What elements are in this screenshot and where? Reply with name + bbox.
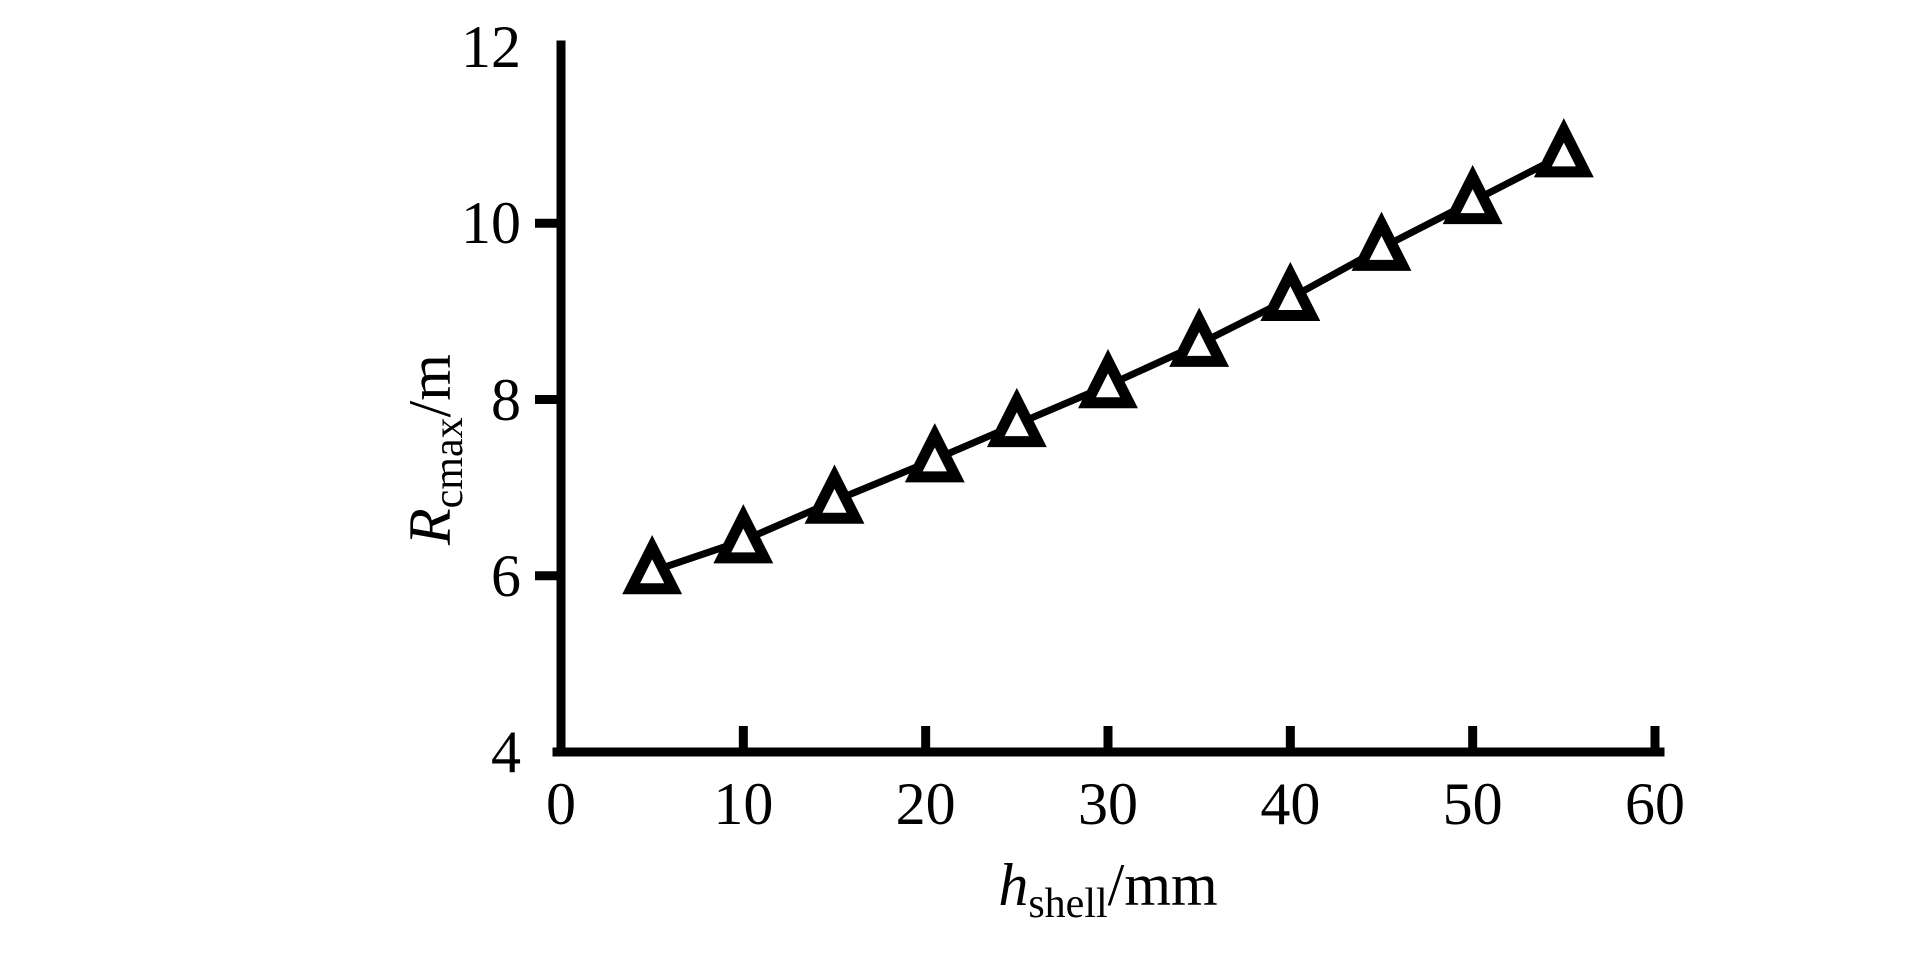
x-tick-label: 20 [895, 771, 956, 837]
data-point-marker [1442, 164, 1503, 225]
data-point-marker [1169, 307, 1230, 367]
x-tick-label: 60 [1625, 771, 1685, 837]
x-axis-ticks [738, 726, 1660, 752]
y-tick-label: 6 [491, 542, 521, 609]
x-tick-label: 50 [1442, 771, 1503, 837]
data-series-markers [622, 118, 1594, 595]
x-tick-label: 10 [713, 771, 774, 837]
data-point-marker [804, 464, 865, 524]
data-point-marker [713, 504, 774, 564]
x-tick-label: 30 [1078, 771, 1138, 837]
y-axis-title-subscript: cmax [426, 417, 472, 509]
y-axis-title-variable: R [397, 508, 463, 545]
x-axis-title-subscript: shell [1028, 881, 1108, 927]
x-axis-title-separator: / [1107, 852, 1125, 918]
y-tick-label: 4 [491, 719, 521, 785]
data-point-marker [1351, 211, 1412, 271]
x-axis-title-variable: h [998, 852, 1029, 918]
x-axis-title-unit: mm [1124, 852, 1218, 918]
y-tick-label: 12 [461, 14, 521, 80]
data-point-marker [904, 423, 965, 483]
y-tick-label: 10 [461, 190, 521, 257]
data-point-marker [986, 387, 1047, 448]
x-tick-label: 40 [1260, 771, 1321, 837]
x-tick-label: 0 [546, 771, 576, 837]
data-point-marker [1533, 118, 1594, 178]
x-axis-title: hshell/mm [998, 852, 1218, 925]
y-axis-title: Rcmax/m [397, 354, 472, 545]
data-point-marker [1260, 261, 1321, 322]
y-axis-title-separator: / [397, 400, 463, 418]
y-axis-ticks [535, 218, 561, 581]
y-axis-title-unit: m [397, 354, 463, 401]
y-tick-label: 8 [491, 366, 521, 433]
data-point-marker [622, 535, 683, 595]
data-point-marker [1078, 349, 1138, 409]
